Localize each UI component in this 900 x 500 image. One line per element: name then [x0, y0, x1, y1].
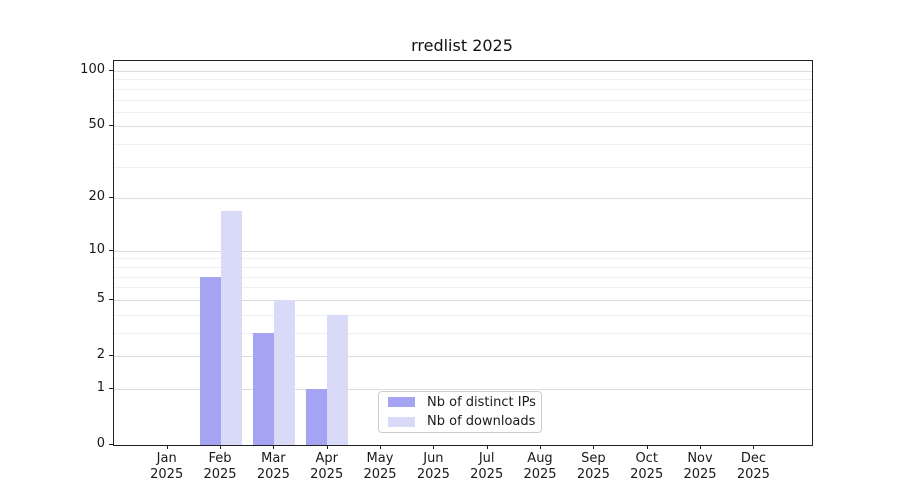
- y-tick-label: 0: [96, 436, 105, 451]
- x-tick-mark: [273, 445, 275, 449]
- gridline-minor: [114, 144, 812, 146]
- y-tick-mark: [109, 249, 113, 251]
- gridline-major: [114, 299, 812, 301]
- x-tick-label: Nov 2025: [683, 451, 717, 482]
- x-tick-mark: [220, 445, 221, 449]
- gridline-major: [114, 198, 812, 200]
- x-tick-label: Jan 2025: [150, 451, 184, 482]
- x-tick-mark: [486, 445, 488, 449]
- gridline-minor: [114, 287, 812, 289]
- y-tick-mark: [109, 387, 113, 389]
- x-tick-mark: [593, 445, 595, 449]
- x-tick-mark: [646, 445, 648, 449]
- bar: [199, 276, 221, 445]
- y-tick-label: 2: [96, 347, 105, 362]
- x-tick-mark: [433, 445, 435, 449]
- bar: [273, 299, 295, 445]
- x-tick-label: Oct 2025: [630, 451, 664, 482]
- bar: [220, 210, 242, 445]
- x-tick-mark: [326, 445, 328, 449]
- gridline-major: [114, 71, 812, 72]
- gridline-major: [114, 126, 812, 128]
- legend-swatch-icon: [388, 416, 415, 427]
- y-tick-mark: [109, 70, 113, 71]
- gridline-minor: [114, 314, 812, 316]
- y-tick-mark: [109, 355, 113, 356]
- bar: [252, 332, 274, 445]
- x-tick-mark: [380, 445, 381, 449]
- legend-item-label: Nb of distinct IPs: [427, 394, 536, 410]
- bar: [306, 388, 328, 445]
- legend: Nb of distinct IPs Nb of downloads: [378, 391, 542, 433]
- x-tick-mark: [753, 445, 755, 449]
- gridline-major: [114, 250, 812, 252]
- gridline-minor: [114, 266, 812, 268]
- gridline-major: [114, 388, 812, 390]
- gridline-minor: [114, 79, 812, 81]
- plot-area: Nb of distinct IPs Nb of downloads: [113, 60, 813, 446]
- y-tick-label: 50: [88, 117, 105, 133]
- x-tick-label: Feb 2025: [203, 451, 237, 482]
- x-tick-label: Aug 2025: [523, 451, 557, 482]
- x-tick-mark: [540, 445, 541, 449]
- legend-item-label: Nb of downloads: [427, 414, 536, 430]
- gridline-minor: [114, 111, 812, 113]
- gridline-major: [114, 356, 812, 357]
- legend-swatch-icon: [388, 397, 415, 408]
- gridline-minor: [114, 276, 812, 278]
- x-tick-label: May 2025: [363, 451, 397, 482]
- x-tick-label: Dec 2025: [736, 451, 770, 482]
- y-tick-label: 100: [80, 62, 105, 77]
- y-tick-label: 10: [88, 241, 105, 257]
- y-tick-label: 5: [96, 290, 105, 306]
- y-tick-mark: [109, 298, 113, 300]
- gridline-minor: [114, 258, 812, 260]
- legend-item: Nb of distinct IPs: [379, 394, 541, 411]
- gridline-minor: [114, 88, 812, 90]
- y-tick-label: 1: [96, 379, 105, 395]
- x-tick-mark: [166, 445, 168, 449]
- x-tick-label: Jun 2025: [416, 451, 450, 482]
- y-tick-mark: [109, 197, 113, 199]
- chart-title: rredlist 2025: [411, 36, 513, 55]
- x-tick-label: Sep 2025: [576, 451, 610, 482]
- bar: [327, 314, 349, 445]
- gridline-minor: [114, 332, 812, 334]
- x-tick-label: Apr 2025: [310, 451, 344, 482]
- x-tick-label: Jul 2025: [470, 451, 504, 482]
- y-tick-label: 20: [88, 189, 105, 205]
- y-tick-mark: [109, 125, 113, 127]
- legend-item: Nb of downloads: [379, 414, 541, 431]
- y-tick-mark: [109, 444, 113, 445]
- gridline-minor: [114, 99, 812, 101]
- x-tick-mark: [700, 445, 701, 449]
- gridline-minor: [114, 166, 812, 168]
- x-tick-label: Mar 2025: [256, 451, 290, 482]
